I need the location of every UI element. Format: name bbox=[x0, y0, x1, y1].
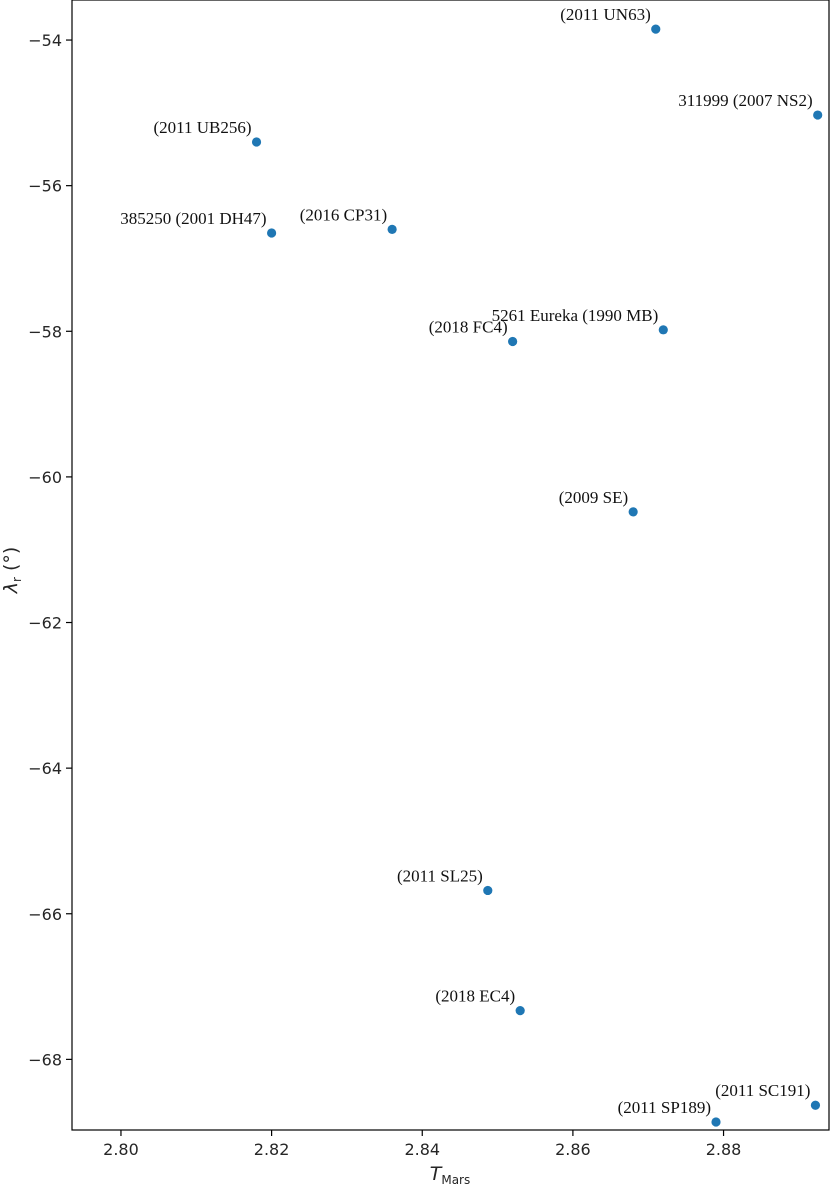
point-label: (2018 FC4) bbox=[429, 317, 508, 336]
y-tick-label: −62 bbox=[28, 614, 62, 633]
point-label: (2011 SP189) bbox=[618, 1098, 711, 1117]
data-point bbox=[658, 325, 668, 335]
data-point bbox=[251, 137, 262, 147]
data-points bbox=[251, 24, 823, 1127]
data-point bbox=[508, 336, 518, 347]
point-label: (2018 EC4) bbox=[435, 987, 515, 1006]
data-point bbox=[813, 110, 823, 120]
point-label: (2009 SE) bbox=[559, 488, 628, 507]
y-axis-title: λr (°) bbox=[0, 547, 24, 595]
y-tick-label: −56 bbox=[28, 177, 62, 196]
point-label: (2011 UB256) bbox=[153, 118, 251, 137]
x-tick-label: 2.86 bbox=[555, 1140, 591, 1159]
point-label: (2011 SL25) bbox=[397, 866, 483, 885]
data-point bbox=[810, 1100, 821, 1110]
y-tick-label: −58 bbox=[28, 322, 62, 341]
x-axis-title: TMars bbox=[430, 1163, 471, 1185]
point-label: (2016 CP31) bbox=[300, 205, 387, 224]
y-axis: −54 −56 −58 −60 −62 −64 −66 −68 bbox=[28, 31, 72, 1069]
point-label: 5261 Eureka (1990 MB) bbox=[492, 306, 659, 325]
point-label: 385250 (2001 DH47) bbox=[120, 209, 266, 228]
point-label: (2011 UN63) bbox=[560, 5, 651, 24]
data-point bbox=[515, 1005, 525, 1016]
x-tick-label: 2.84 bbox=[404, 1140, 440, 1159]
y-tick-label: −60 bbox=[28, 468, 62, 487]
point-label: 311999 (2007 NS2) bbox=[678, 91, 812, 110]
plot-area bbox=[71, 0, 830, 1131]
point-label: (2011 SC191) bbox=[715, 1081, 810, 1100]
y-tick-label: −66 bbox=[28, 905, 62, 924]
data-point bbox=[628, 507, 638, 517]
data-point bbox=[651, 24, 661, 34]
y-tick-label: −64 bbox=[28, 759, 62, 778]
x-tick-label: 2.80 bbox=[103, 1140, 139, 1159]
x-tick-label: 2.88 bbox=[706, 1140, 742, 1159]
x-axis: 2.80 2.82 2.84 2.86 2.88 bbox=[103, 1130, 741, 1159]
data-point bbox=[387, 224, 397, 234]
data-point bbox=[483, 885, 493, 896]
y-tick-label: −54 bbox=[28, 31, 62, 50]
point-labels: (2011 UN63) 311999 (2007 NS2) (2011 UB256)… bbox=[120, 5, 812, 1117]
x-tick-label: 2.82 bbox=[254, 1140, 290, 1159]
data-point bbox=[711, 1117, 721, 1127]
data-point bbox=[267, 228, 277, 238]
y-tick-label: −68 bbox=[28, 1050, 62, 1069]
